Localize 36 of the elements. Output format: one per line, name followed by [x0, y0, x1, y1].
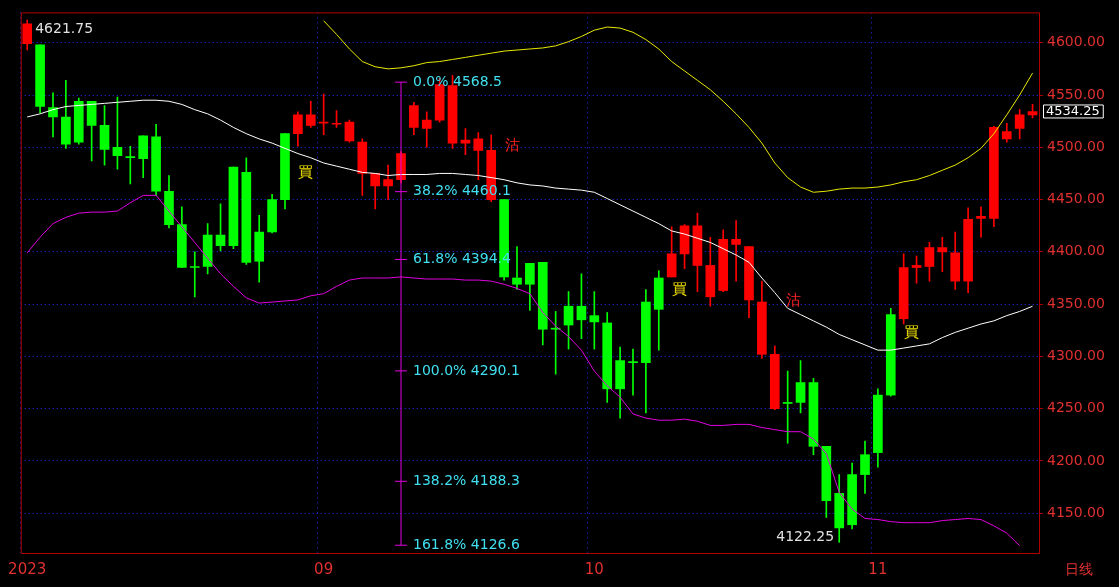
y-tick-label: 4300.00: [1047, 347, 1105, 364]
annotation: 4122.25: [776, 528, 835, 545]
x-tick-label: 11: [868, 559, 888, 578]
candlestick: [976, 206, 986, 238]
candlestick: [731, 220, 741, 282]
candlestick: [48, 92, 58, 138]
y-tick-label: 4200.00: [1047, 451, 1105, 468]
y-tick-label: 4250.00: [1047, 399, 1105, 416]
candlestick: [589, 291, 600, 350]
x-tick-label: 10: [584, 559, 604, 578]
candlestick: [421, 111, 432, 148]
candlestick: [189, 251, 200, 298]
candlestick: [383, 164, 393, 200]
y-tick-label: 4550.00: [1047, 85, 1105, 102]
annotation: 沽: [786, 291, 802, 309]
text: 日线: [1065, 560, 1093, 577]
candlestick: [512, 246, 522, 290]
annotation: 138.2% 4188.3: [412, 471, 520, 488]
annotation: 買: [298, 163, 314, 182]
annotation: 沽: [504, 135, 520, 154]
annotation: 100.0% 4290.1: [412, 361, 520, 378]
text: 4534.25: [1046, 102, 1100, 118]
annotation: 161.8% 4126.6: [412, 535, 520, 552]
annotation: 4621.75: [35, 20, 94, 37]
y-tick-label: 4500.00: [1047, 137, 1105, 154]
candlestick: [125, 145, 136, 185]
y-tick-label: 4350.00: [1047, 294, 1105, 311]
annotation: 買: [904, 322, 920, 341]
candlestick: [628, 348, 638, 396]
x-tick-label: 2023: [8, 559, 47, 578]
y-tick-label: 4600.00: [1047, 33, 1105, 50]
x-tick-label: 09: [314, 559, 334, 578]
y-tick-label: 4450.00: [1047, 190, 1105, 207]
annotation: 買: [672, 280, 688, 299]
y-tick-label: 4400.00: [1047, 242, 1105, 259]
y-tick-label: 4150.00: [1047, 503, 1105, 520]
